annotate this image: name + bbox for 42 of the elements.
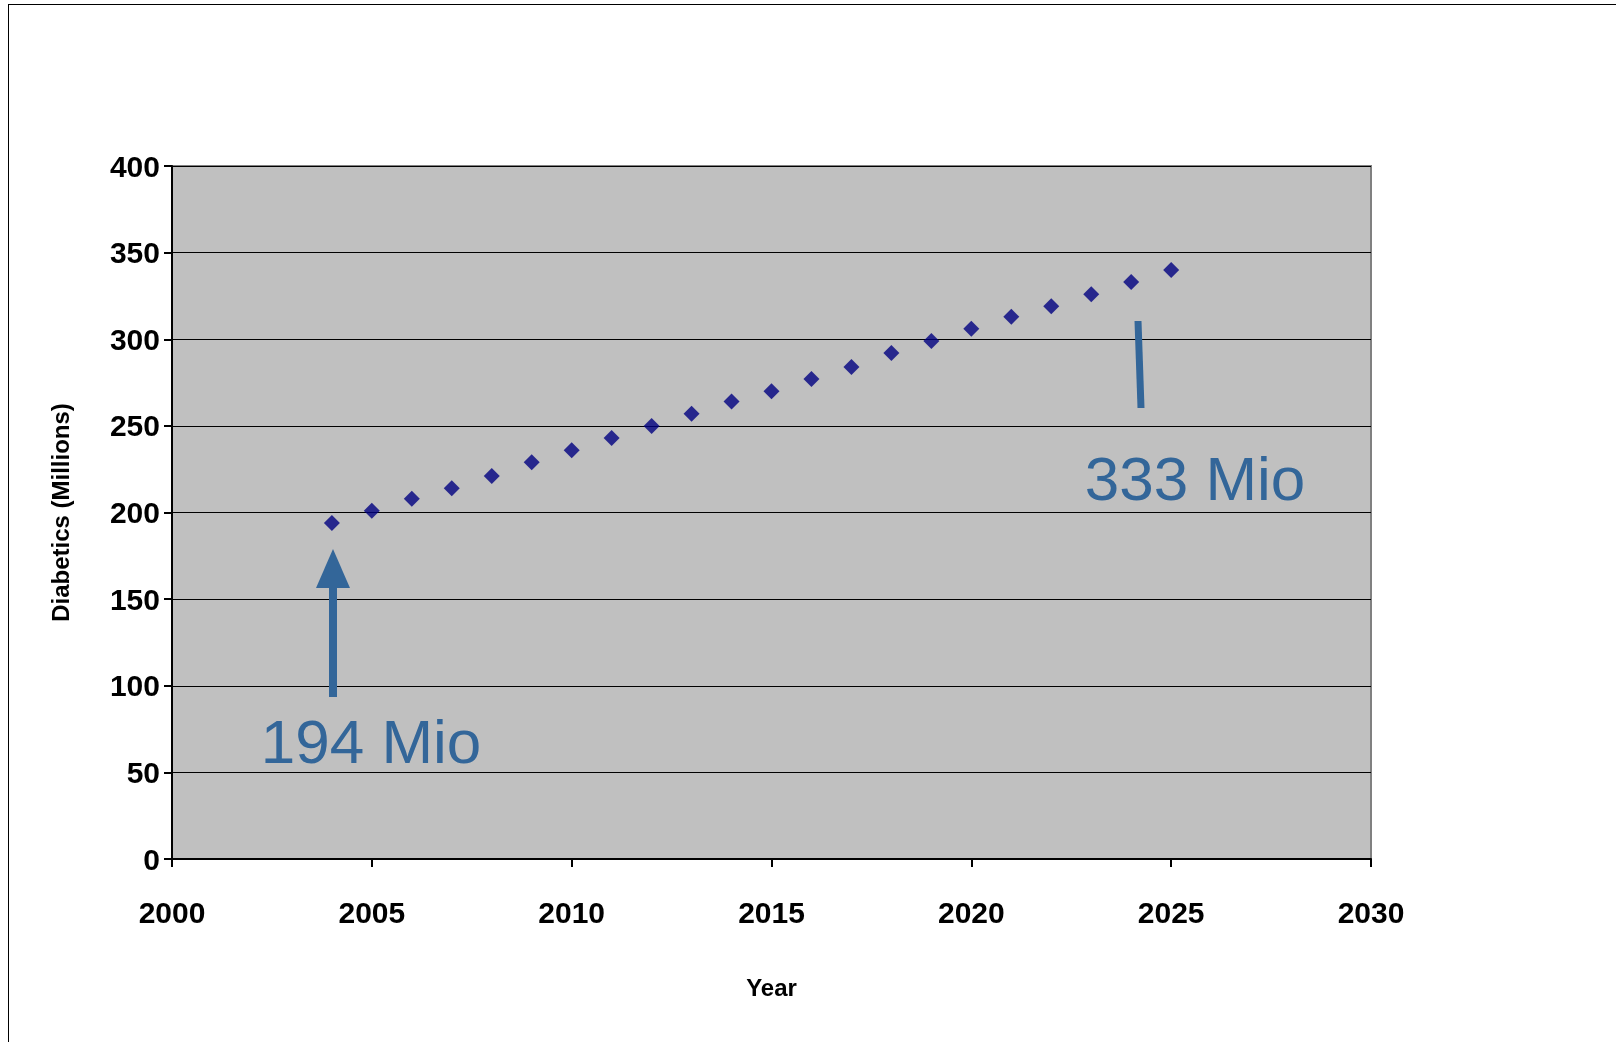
y-tick-label: 150 — [109, 582, 160, 616]
x-tick-label: 2015 — [738, 895, 805, 929]
y-tick-label: 50 — [126, 755, 160, 789]
x-tick-label: 2010 — [538, 895, 606, 929]
point — [323, 514, 340, 531]
y-tick-label: 350 — [109, 236, 160, 270]
point — [603, 430, 620, 446]
point — [923, 332, 940, 349]
y-tick-label: 250 — [109, 409, 160, 443]
annotation: 333 Mio — [1084, 443, 1306, 513]
point — [843, 358, 860, 375]
annotation: 194 Mio — [260, 706, 482, 776]
point — [1123, 274, 1140, 291]
point — [963, 320, 980, 337]
x-axis-title: Year — [746, 973, 797, 1001]
point — [643, 417, 660, 434]
point — [763, 383, 780, 400]
x-tick-label: 2005 — [338, 895, 406, 929]
point — [523, 454, 540, 471]
y-tick-label: 100 — [109, 669, 160, 703]
y-tick-label: 0 — [143, 842, 160, 876]
point — [1003, 308, 1020, 325]
point — [1163, 261, 1180, 278]
point — [1043, 298, 1060, 315]
x-tick-label: 2030 — [1337, 895, 1405, 929]
y-axis-title: Diabetics (Millions) — [46, 403, 74, 622]
y-tick-label: 400 — [109, 149, 160, 183]
point — [683, 405, 700, 422]
point — [803, 371, 820, 388]
point — [883, 345, 900, 362]
x-tick-label: 2025 — [1137, 895, 1205, 929]
point — [443, 480, 460, 497]
x-tick-label: 2020 — [937, 895, 1005, 929]
point — [1083, 286, 1100, 303]
point — [563, 442, 580, 459]
point — [403, 490, 420, 507]
point — [723, 393, 740, 410]
y-tick-label: 200 — [109, 496, 160, 529]
x-tick-label: 2000 — [138, 895, 206, 929]
point — [363, 502, 380, 519]
y-tick-label: 300 — [109, 322, 160, 356]
point — [483, 468, 500, 485]
